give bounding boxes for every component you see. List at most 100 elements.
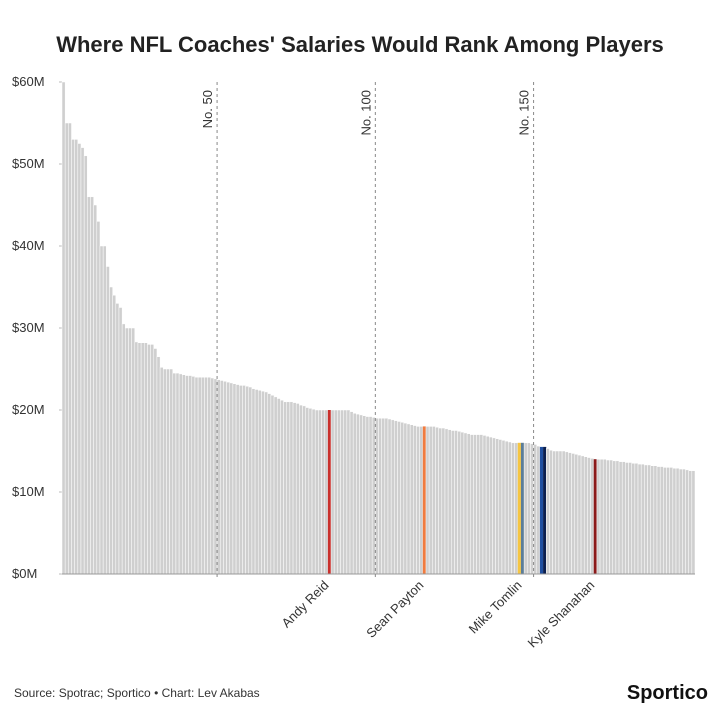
bar <box>466 433 471 575</box>
bar <box>476 434 481 575</box>
bar <box>634 463 639 575</box>
source-note: Source: Spotrac; Sportico • Chart: Lev A… <box>14 686 260 700</box>
bar <box>666 467 670 575</box>
bar <box>406 423 411 575</box>
y-tick-label: $50M <box>12 156 45 171</box>
bar <box>593 459 597 574</box>
bar <box>261 390 265 575</box>
bar <box>583 456 588 575</box>
bar <box>428 426 433 575</box>
bar <box>115 303 120 575</box>
bar <box>321 409 325 575</box>
bar <box>685 469 689 575</box>
bar <box>64 122 69 575</box>
bar <box>492 437 496 575</box>
bar <box>644 464 648 575</box>
bar <box>558 450 563 575</box>
bar <box>327 410 332 574</box>
bar <box>520 442 525 574</box>
bar <box>650 465 655 575</box>
bar <box>511 442 515 575</box>
bar <box>314 409 319 575</box>
bar <box>302 405 306 575</box>
coach-label: Andy Reid <box>279 578 332 631</box>
bar <box>359 414 363 575</box>
y-tick-label: $40M <box>12 238 45 253</box>
bar <box>640 463 645 575</box>
coach-label: Mike Tomlin <box>466 578 525 637</box>
bar <box>527 442 531 575</box>
bar <box>182 374 186 575</box>
bar <box>647 464 651 575</box>
bar <box>185 375 189 575</box>
bar <box>109 286 113 575</box>
bar <box>580 455 585 575</box>
bar <box>343 409 348 575</box>
bar <box>441 427 446 575</box>
bar <box>96 221 101 575</box>
bar <box>409 424 414 575</box>
bar <box>663 467 667 575</box>
bar <box>470 434 474 575</box>
bar <box>286 401 291 575</box>
bar <box>201 376 205 575</box>
bar <box>637 463 642 575</box>
bar <box>289 401 294 575</box>
bar <box>349 411 354 575</box>
bar <box>330 409 335 575</box>
bar <box>606 459 610 575</box>
y-tick-label: $20M <box>12 402 45 417</box>
bar <box>207 376 212 575</box>
bar <box>311 408 316 575</box>
bar <box>691 470 696 575</box>
bar <box>536 445 541 575</box>
bar <box>457 431 462 575</box>
bar <box>273 396 278 575</box>
bar <box>555 450 560 575</box>
bar <box>333 409 338 575</box>
bar <box>223 381 227 575</box>
bar <box>175 372 180 575</box>
bar <box>454 430 458 575</box>
bar <box>283 401 287 575</box>
bar <box>299 404 303 575</box>
bar <box>378 417 382 575</box>
bar <box>362 415 367 575</box>
bar <box>543 446 547 574</box>
bar <box>384 417 389 575</box>
bar <box>68 122 72 575</box>
bar <box>210 377 215 575</box>
bar <box>568 452 572 575</box>
bar <box>232 383 237 575</box>
bar <box>137 342 142 575</box>
bar <box>156 356 161 575</box>
bar <box>656 466 661 575</box>
bar <box>90 196 94 575</box>
y-tick-label: $0M <box>12 566 37 581</box>
bar <box>612 460 617 575</box>
bar <box>102 245 107 575</box>
bar <box>587 457 591 575</box>
bar <box>397 421 401 575</box>
bar <box>365 416 370 575</box>
bar <box>571 453 575 575</box>
bar <box>264 391 268 575</box>
bar <box>83 155 88 575</box>
bar <box>172 372 177 575</box>
bar <box>574 454 579 575</box>
bar <box>561 450 566 575</box>
bar <box>74 139 79 575</box>
chart-title: Where NFL Coaches' Salaries Would Rank A… <box>56 32 664 57</box>
bar <box>460 431 465 575</box>
bar <box>602 458 607 575</box>
bar <box>473 434 477 575</box>
bar <box>112 294 117 575</box>
bar <box>435 426 439 575</box>
bar <box>77 143 82 575</box>
bar <box>178 373 183 575</box>
bar <box>381 417 386 575</box>
bar <box>128 327 132 575</box>
bar <box>552 450 556 575</box>
bar <box>257 390 262 575</box>
